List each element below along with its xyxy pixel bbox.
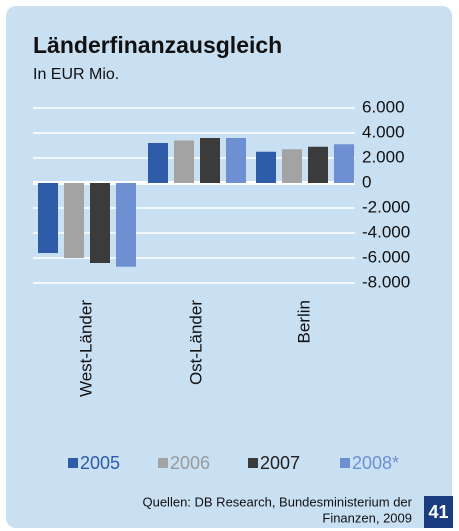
y-tick-label: 6.000 xyxy=(362,97,405,116)
bar xyxy=(200,138,220,183)
y-tick-label: 0 xyxy=(362,172,371,191)
source-note: Quellen: DB Research, Bundesministerium … xyxy=(142,494,412,509)
bar xyxy=(116,183,136,267)
legend-label: 2007 xyxy=(260,453,300,473)
y-tick-label: -8.000 xyxy=(362,272,410,291)
legend-swatch xyxy=(68,458,78,468)
legend-swatch xyxy=(248,458,258,468)
chart-title: Länderfinanzausgleich xyxy=(33,32,282,58)
bar xyxy=(334,144,354,183)
y-tick-label: -4.000 xyxy=(362,222,410,241)
legend-label: 2008* xyxy=(352,453,399,473)
y-tick-label: -6.000 xyxy=(362,247,410,266)
legend-swatch xyxy=(158,458,168,468)
bar xyxy=(90,183,110,263)
bar xyxy=(64,183,84,258)
legend-swatch xyxy=(340,458,350,468)
y-tick-label: -2.000 xyxy=(362,197,410,216)
y-tick-label: 2.000 xyxy=(362,147,405,166)
bar xyxy=(256,151,276,183)
y-tick-label: 4.000 xyxy=(362,122,405,141)
bar xyxy=(38,183,58,253)
chart-subtitle: In EUR Mio. xyxy=(33,66,119,83)
panel xyxy=(6,6,452,528)
legend-label: 2006 xyxy=(170,453,210,473)
page-number-box xyxy=(424,496,453,528)
bar xyxy=(308,146,328,183)
legend-label: 2005 xyxy=(80,453,120,473)
x-tick-label: Berlin xyxy=(294,300,313,343)
x-tick-label: Ost-Länder xyxy=(186,300,205,385)
bar xyxy=(174,140,194,183)
bar xyxy=(282,149,302,183)
page-number: 41 xyxy=(428,502,448,522)
source-note: Finanzen, 2009 xyxy=(322,510,412,525)
bar xyxy=(148,143,168,183)
x-tick-label: West-Länder xyxy=(76,300,95,397)
bar xyxy=(226,138,246,183)
